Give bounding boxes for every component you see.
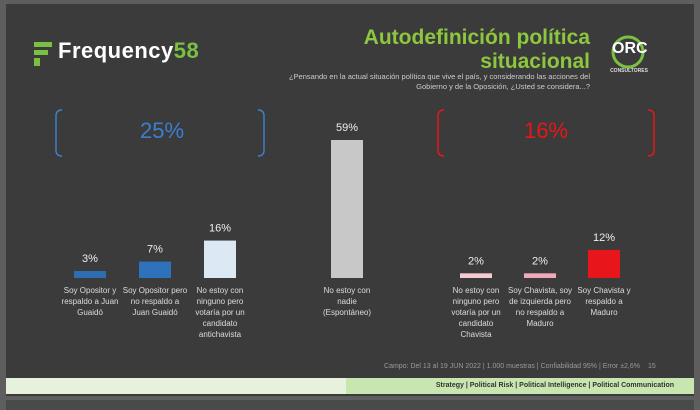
value-label: 16% xyxy=(209,223,231,235)
bar xyxy=(331,140,363,278)
bracket xyxy=(437,109,445,157)
footer-strip-light xyxy=(6,378,346,394)
bar xyxy=(524,273,556,278)
bar xyxy=(588,249,620,278)
brand-tagline: CONSULTORES xyxy=(610,68,648,74)
bottom-band xyxy=(6,400,694,410)
group-total: 16% xyxy=(523,118,569,143)
note: Campo: Del 13 al 19 JUN 2022 | 1.000 mue… xyxy=(384,363,640,370)
chart-title: Autodefinición política situacional xyxy=(363,26,590,73)
logo: Frequency58 xyxy=(58,38,199,64)
value-label: 3% xyxy=(82,253,98,265)
page-number: 15 xyxy=(648,363,656,370)
category-label: No estoy con nadie (Espontáneo) xyxy=(322,286,372,317)
subtitle: ¿Pensando en la actual situación polític… xyxy=(288,72,590,91)
bar xyxy=(74,270,106,278)
footer: Strategy | Political Risk | Political In… xyxy=(435,382,674,389)
logo-number: 58 xyxy=(173,38,200,63)
brand-name: ORC xyxy=(612,40,648,57)
value-label: 2% xyxy=(532,255,548,267)
category-label: Soy Chavista, soy de izquierda pero no r… xyxy=(507,286,573,328)
value-label: 2% xyxy=(468,255,484,267)
bracket xyxy=(647,109,655,157)
value-label: 59% xyxy=(336,122,358,134)
value-label: 12% xyxy=(593,232,615,244)
category-label: Soy Chavista y respaldo a Maduro xyxy=(577,286,631,317)
brand-ring xyxy=(611,35,645,69)
bracket xyxy=(257,109,265,157)
bar xyxy=(460,273,492,278)
logo-name: Frequency xyxy=(58,38,174,63)
logo-icon xyxy=(34,42,52,66)
category-label: No estoy con ninguno pero votaría por un… xyxy=(195,286,245,339)
category-label: Soy Opositor pero no respaldo a Juan Gua… xyxy=(122,286,188,317)
category-label: No estoy con ninguno pero votaría por un… xyxy=(451,286,501,339)
bar xyxy=(139,261,171,278)
bar xyxy=(204,240,236,278)
bracket xyxy=(55,109,63,157)
group-total: 25% xyxy=(139,118,185,143)
value-label: 7% xyxy=(147,244,163,256)
category-label: Soy Opositor y respaldo a Juan Guaidó xyxy=(61,286,119,317)
